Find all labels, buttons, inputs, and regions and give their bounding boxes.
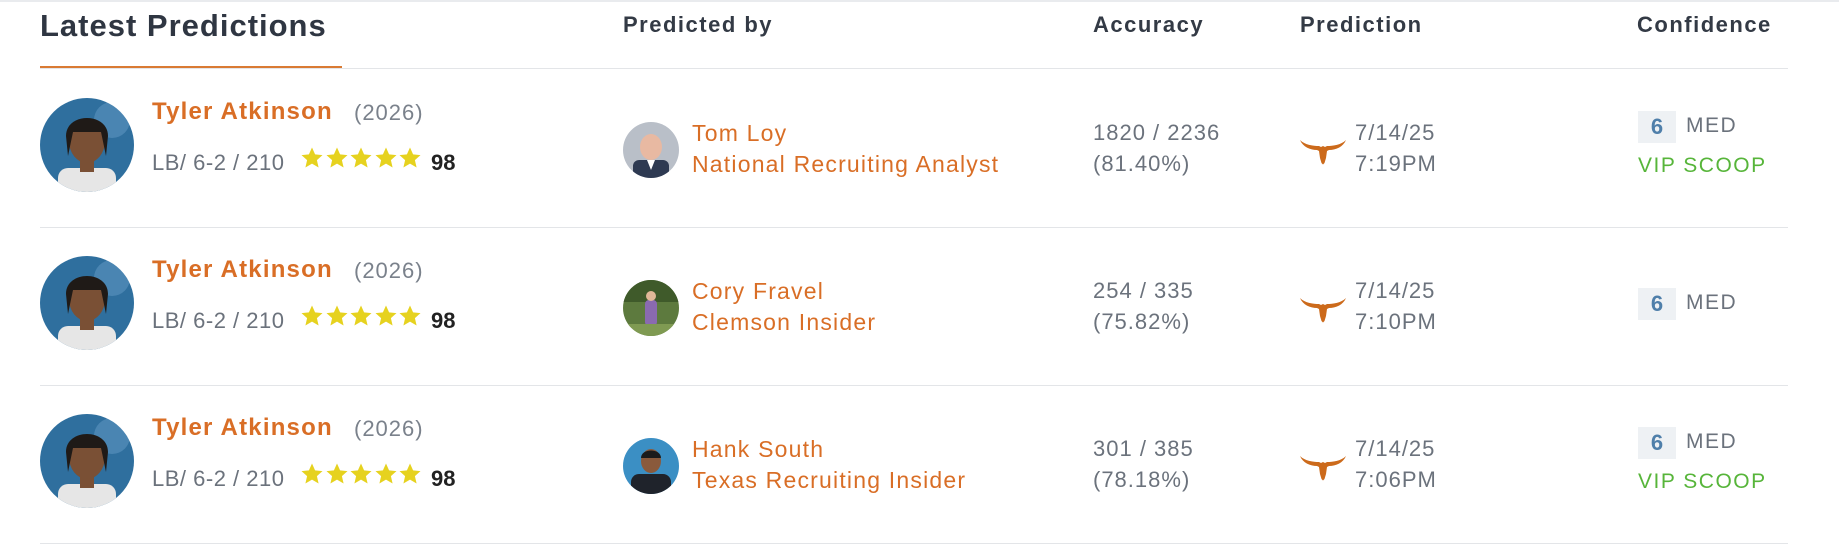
star-rating — [300, 146, 423, 174]
accuracy-percent: (75.82%) — [1093, 309, 1191, 334]
accuracy-record: 254 / 335 — [1093, 278, 1194, 303]
player-class-year: (2026) — [354, 258, 424, 283]
star-icon — [325, 304, 349, 328]
star-icon — [398, 304, 422, 328]
expert-name-link[interactable]: Tom Loy — [692, 120, 788, 146]
player-rating: 98 — [431, 150, 456, 175]
longhorn-icon[interactable] — [1299, 294, 1347, 324]
star-icon — [349, 146, 373, 170]
longhorn-icon[interactable] — [1299, 136, 1347, 166]
column-header-predicted-by: Predicted by — [623, 12, 774, 37]
confidence-score-badge: 6 — [1638, 288, 1676, 320]
star-icon — [398, 146, 422, 170]
player-class-year: (2026) — [354, 100, 424, 125]
confidence-level: MED — [1686, 291, 1738, 314]
star-icon — [300, 146, 324, 170]
accuracy-record: 301 / 385 — [1093, 436, 1194, 461]
expert-name-link[interactable]: Hank South — [692, 436, 825, 462]
expert-title[interactable]: Clemson Insider — [692, 309, 877, 335]
expert-avatar[interactable] — [623, 438, 679, 494]
player-position-size: LB/ 6-2 / 210 — [152, 466, 285, 491]
row-divider — [40, 385, 1788, 386]
accuracy-percent: (81.40%) — [1093, 151, 1191, 176]
confidence-level: MED — [1686, 430, 1738, 453]
column-header-accuracy: Accuracy — [1093, 12, 1205, 37]
star-icon — [325, 146, 349, 170]
star-icon — [349, 304, 373, 328]
expert-name-link[interactable]: Cory Fravel — [692, 278, 825, 304]
accuracy-record: 1820 / 2236 — [1093, 120, 1221, 145]
top-border — [0, 0, 1839, 2]
prediction-row: Tyler Atkinson (2026) LB/ 6-2 / 210 98 C… — [0, 228, 1839, 386]
prediction-date: 7/14/25 — [1355, 120, 1436, 145]
star-rating — [300, 304, 423, 332]
row-divider — [40, 227, 1788, 228]
player-class-year: (2026) — [354, 416, 424, 441]
star-icon — [349, 462, 373, 486]
prediction-date: 7/14/25 — [1355, 436, 1436, 461]
accuracy-percent: (78.18%) — [1093, 467, 1191, 492]
star-rating — [300, 462, 423, 490]
prediction-time: 7:06PM — [1355, 467, 1437, 492]
prediction-time: 7:19PM — [1355, 151, 1437, 176]
player-position-size: LB/ 6-2 / 210 — [152, 308, 285, 333]
player-position-size: LB/ 6-2 / 210 — [152, 150, 285, 175]
prediction-row: Tyler Atkinson (2026) LB/ 6-2 / 210 98 H… — [0, 386, 1839, 544]
vip-scoop-link[interactable]: VIP SCOOP — [1638, 470, 1767, 493]
column-header-confidence: Confidence — [1637, 12, 1772, 37]
prediction-time: 7:10PM — [1355, 309, 1437, 334]
confidence-level: MED — [1686, 114, 1738, 137]
expert-title[interactable]: National Recruiting Analyst — [692, 151, 1000, 177]
confidence-score-badge: 6 — [1638, 111, 1676, 143]
expert-avatar[interactable] — [623, 122, 679, 178]
star-icon — [325, 462, 349, 486]
star-icon — [374, 304, 398, 328]
confidence-score-badge: 6 — [1638, 427, 1676, 459]
player-name-link[interactable]: Tyler Atkinson — [152, 414, 333, 441]
row-divider — [40, 543, 1788, 544]
star-icon — [374, 462, 398, 486]
player-rating: 98 — [431, 308, 456, 333]
prediction-date: 7/14/25 — [1355, 278, 1436, 303]
expert-avatar[interactable] — [623, 280, 679, 336]
header-divider — [40, 68, 1788, 69]
player-avatar[interactable] — [40, 256, 134, 350]
vip-scoop-link[interactable]: VIP SCOOP — [1638, 154, 1767, 177]
player-rating: 98 — [431, 466, 456, 491]
player-avatar[interactable] — [40, 414, 134, 508]
player-name-link[interactable]: Tyler Atkinson — [152, 256, 333, 283]
expert-title[interactable]: Texas Recruiting Insider — [692, 467, 967, 493]
player-avatar[interactable] — [40, 98, 134, 192]
title-underline — [40, 66, 342, 68]
star-icon — [300, 304, 324, 328]
player-name-link[interactable]: Tyler Atkinson — [152, 98, 333, 125]
longhorn-icon[interactable] — [1299, 452, 1347, 482]
prediction-row: Tyler Atkinson (2026) LB/ 6-2 / 210 98 T… — [0, 70, 1839, 228]
star-icon — [398, 462, 422, 486]
column-header-prediction: Prediction — [1300, 12, 1423, 37]
page-title: Latest Predictions — [40, 8, 327, 43]
star-icon — [300, 462, 324, 486]
star-icon — [374, 146, 398, 170]
